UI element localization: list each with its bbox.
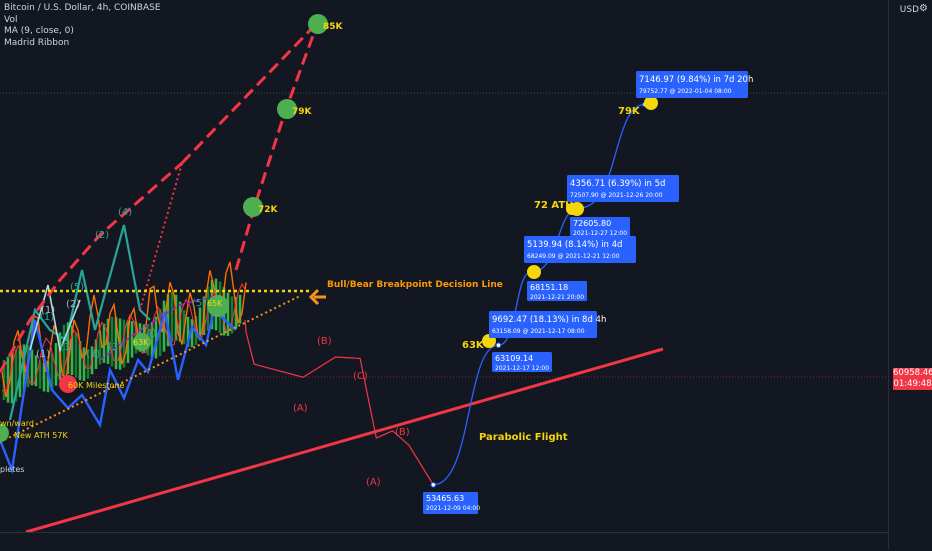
right-label-79k: 79K xyxy=(618,106,641,117)
info-box-3 xyxy=(524,236,636,263)
milestone-circle xyxy=(59,375,77,393)
info-box-line2-3: 68249.09 @ 2021-12-21 12:00 xyxy=(527,253,620,260)
info-box-line1-3: 5139.94 (8.14%) in 4d xyxy=(527,240,622,250)
target-circle-63k xyxy=(133,333,151,351)
parabolic-flight-label: Parabolic Flight xyxy=(479,432,568,443)
target-circle-85K xyxy=(308,14,328,34)
target-label-79K: 79K xyxy=(292,107,313,117)
wave-label-1: (2) xyxy=(95,230,109,241)
wave-label-11: (3) xyxy=(60,342,74,353)
info-box-line2-1: 72507.90 @ 2021-12-26 20:00 xyxy=(570,192,663,199)
wave-label-4: (5) xyxy=(70,282,84,293)
inline-label-63k: 63K xyxy=(133,338,149,347)
info-box-line2-2: 2021-12-27 12:00 xyxy=(573,230,627,237)
info-box-line2-7: 2021-12-09 04:00 xyxy=(426,505,480,512)
info-box-line1-2: 72605.80 xyxy=(573,219,611,228)
wave-label-8: (4) xyxy=(142,328,156,339)
wave-label-10: (1) xyxy=(40,312,54,323)
time-axis[interactable] xyxy=(0,532,888,551)
yellow-target-extra xyxy=(566,203,578,215)
info-box-line1-7: 53465.63 xyxy=(426,494,464,503)
target-label-85K: 85K xyxy=(323,22,344,32)
indicator-madrid-ribbon[interactable]: Madrid Ribbon xyxy=(4,37,70,48)
info-box-1 xyxy=(567,175,679,202)
target-circle-72K xyxy=(243,197,263,217)
target-circle-65k xyxy=(207,295,229,317)
info-box-6 xyxy=(492,352,552,372)
info-box-line1-5: 9692.47 (18.13%) in 8d 4h xyxy=(492,315,606,325)
upper-channel-dashed-ext xyxy=(180,20,320,165)
wave-label-5: (1) xyxy=(41,305,55,316)
target-label-72K: 72K xyxy=(258,205,279,215)
left-cut-label-2: pletes xyxy=(0,465,24,474)
info-box-line2-4: 2021-12-21 20:00 xyxy=(530,294,584,301)
wave-label-6: (2) xyxy=(66,299,80,310)
elliott-wave-light xyxy=(29,284,81,353)
abc-label-B2: (B) xyxy=(395,427,410,438)
info-box-line1-4: 68151.18 xyxy=(530,283,568,292)
indicator-vol[interactable]: Vol xyxy=(4,14,18,25)
abc-label-B1: (B) xyxy=(317,336,332,347)
rising-trendline xyxy=(25,347,664,534)
right-label-72ath: 72 ATH xyxy=(534,200,574,211)
info-box-line1-1: 4356.71 (6.39%) in 5d xyxy=(570,179,665,189)
info-box-line2-6: 2021-12-17 12:00 xyxy=(495,365,549,372)
yellow-target-1 xyxy=(527,265,541,279)
dotted-projection xyxy=(139,162,183,311)
abc-label-C: (C) xyxy=(353,371,368,382)
parabolic-dashed xyxy=(234,21,320,271)
price-axis[interactable] xyxy=(888,0,932,550)
wave-label-3: (4) xyxy=(118,207,132,218)
wave-label-0: (1) xyxy=(36,349,50,360)
symbol-title[interactable]: Bitcoin / U.S. Dollar, 4h, COINBASE xyxy=(4,3,161,13)
arrow-left-icon xyxy=(308,288,326,306)
current-price-tag: 60958.46 01:49:48 xyxy=(893,368,932,390)
wave-label-9: (5) xyxy=(192,298,206,309)
abc-correction-path xyxy=(244,319,434,486)
projection-point-0 xyxy=(430,482,437,488)
info-box-2 xyxy=(570,217,630,237)
settings-gear-icon[interactable]: ⚙ xyxy=(919,3,928,14)
chart-legend: Bitcoin / U.S. Dollar, 4h, COINBASE Vol … xyxy=(4,3,161,49)
current-price: 60958.46 xyxy=(893,368,932,378)
info-box-line2-0: 79752.77 @ 2022-01-04 08:00 xyxy=(639,88,732,95)
info-box-7 xyxy=(423,492,478,514)
bar-countdown: 01:49:48 xyxy=(893,379,932,389)
orange-support-dotted xyxy=(0,295,301,443)
ath-label: New ATH 57K xyxy=(14,431,68,440)
info-box-0 xyxy=(636,71,748,98)
indicator-ma[interactable]: MA (9, close, 0) xyxy=(4,26,74,36)
wave-label-2: (3) xyxy=(108,342,122,353)
left-cut-label-1: wn/ward xyxy=(0,419,34,428)
right-label-63k: 63K xyxy=(462,340,485,351)
info-box-line1-0: 7146.97 (9.84%) in 7d 20h xyxy=(639,75,753,85)
info-box-5 xyxy=(489,311,597,338)
projection-point-1 xyxy=(495,342,502,348)
inline-label-65k: 65K xyxy=(207,299,223,308)
abc-label-A2: (A) xyxy=(366,477,381,488)
yellow-target-3 xyxy=(644,96,658,110)
abc-label-A1: (A) xyxy=(293,403,308,414)
ma-line xyxy=(99,294,221,361)
decision-line-label: Bull/Bear Breakpoint Decision Line xyxy=(327,280,503,290)
info-box-line1-6: 63109.14 xyxy=(495,354,533,363)
info-box-line2-5: 63158.09 @ 2021-12-17 08:00 xyxy=(492,328,585,335)
ath-circle xyxy=(0,424,9,442)
target-circle-79K xyxy=(277,99,297,119)
elliott-wave-blue xyxy=(0,307,237,475)
wave-label-7: (3) xyxy=(86,349,100,360)
milestone-label: 60K Milestone xyxy=(68,381,125,390)
info-box-4 xyxy=(527,281,587,301)
currency-label[interactable]: USD xyxy=(899,5,919,15)
